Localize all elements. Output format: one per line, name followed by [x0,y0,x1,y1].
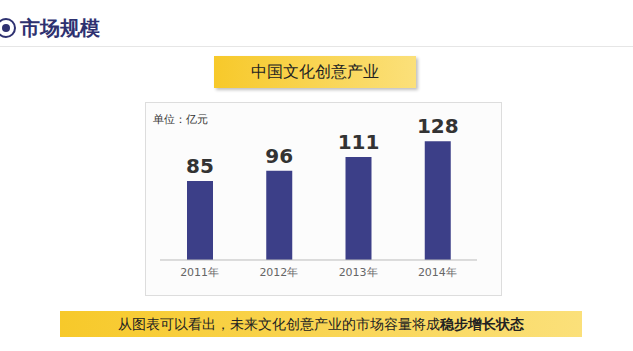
html-text:市场规模: 市场规模 [20,16,100,40]
svg-text:96: 96 [265,144,293,168]
svg-text:2013年: 2013年 [339,266,378,279]
html-text:单位：亿元: 单位：亿元 [153,113,208,126]
svg-text:111: 111 [338,130,380,154]
html-text:中国文化创意产业: 中国文化创意产业 [251,62,379,81]
svg-text:2011年: 2011年 [180,266,219,279]
svg-text:128: 128 [417,114,459,138]
html-text:从图表可以看出，未来文化创意产业的市场容量将成稳步增长状态: 从图表可以看出，未来文化创意产业的市场容量将成稳步增长状态 [118,316,524,332]
svg-text:2012年: 2012年 [259,266,298,279]
svg-text:85: 85 [186,154,214,178]
svg-text:2014年: 2014年 [418,266,457,279]
